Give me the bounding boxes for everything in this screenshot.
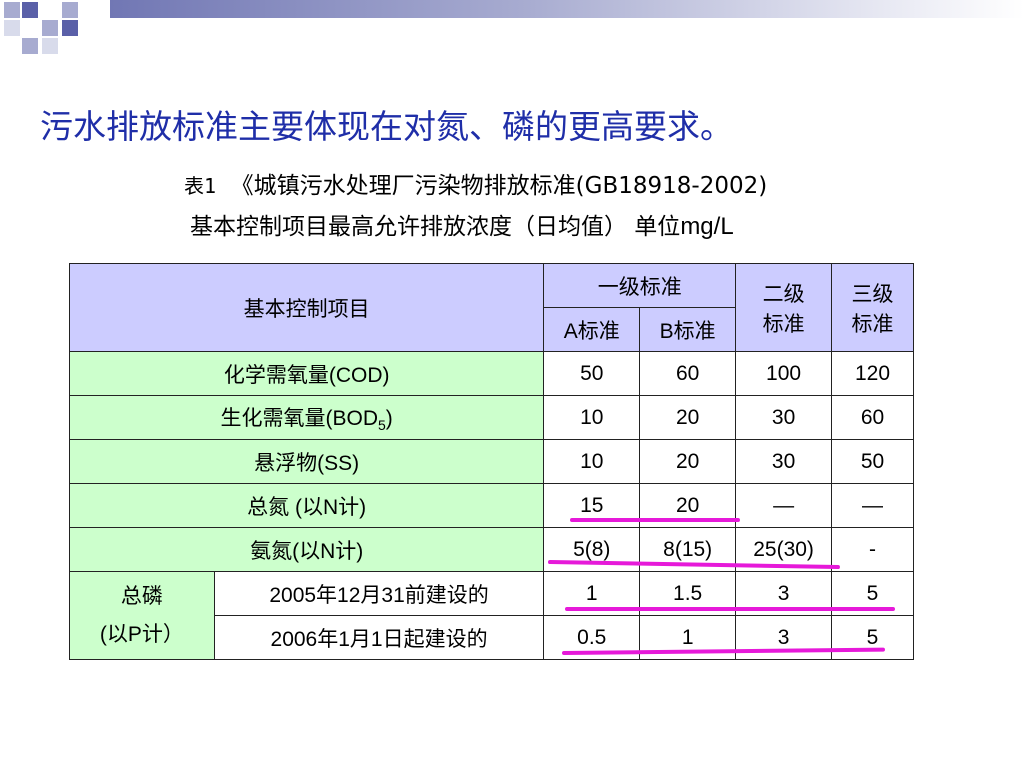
cell-b: 20 [639, 439, 737, 484]
deco-square [42, 38, 58, 54]
cell-g3: 50 [831, 439, 914, 484]
phosphorus-label-line1: 总磷 [120, 584, 163, 608]
emission-standard-table: 基本控制项目 一级标准 二级 标准 三级 标准 A标准 B标准 化学需氧量(CO… [68, 263, 914, 660]
deco-square [42, 20, 58, 36]
deco-square [22, 38, 38, 54]
highlight-underline [565, 607, 895, 611]
cell-g3: 60 [831, 395, 914, 440]
row-label: 生化需氧量(BOD5) [68, 395, 545, 440]
header-grade3-line2: 标准 [851, 312, 894, 336]
caption-sub: 基本控制项目最高允许排放浓度（日均值） 单位 [190, 214, 681, 240]
cell-g3: 120 [831, 351, 914, 396]
header-grade2-line2: 标准 [762, 312, 805, 336]
deco-square [4, 20, 20, 36]
row-label-text: 生化需氧量(BOD [220, 406, 379, 430]
cell-b: 60 [639, 351, 737, 396]
header-grade2-line1: 二级 [762, 282, 805, 306]
header-grade1-b: B标准 [639, 307, 737, 352]
cell-a: 10 [543, 395, 641, 440]
cell-g3: 5 [831, 615, 914, 660]
highlight-underline [570, 518, 740, 522]
deco-square [62, 20, 78, 36]
header-item: 基本控制项目 [68, 263, 545, 352]
cell-g2: — [735, 483, 833, 528]
cell-g2: 30 [735, 395, 833, 440]
header-grade3: 三级 标准 [831, 263, 914, 352]
table-row: 化学需氧量(COD) 50 60 100 120 [68, 351, 914, 396]
row-label: 悬浮物(SS) [68, 439, 545, 484]
cell-b: 20 [639, 395, 737, 440]
row-label: 2006年1月1日起建设的 [213, 615, 545, 660]
cell-g2: 30 [735, 439, 833, 484]
row-label: 2005年12月31前建设的 [213, 571, 545, 616]
phosphorus-label: 总磷 (以P计） [69, 571, 215, 660]
deco-square [4, 2, 20, 18]
caption-prefix: 表1 [184, 174, 217, 198]
header-grade2: 二级 标准 [735, 263, 833, 352]
cell-a: 10 [543, 439, 641, 484]
cell-a: 50 [543, 351, 641, 396]
deco-square [62, 2, 78, 18]
table-row: 悬浮物(SS) 10 20 30 50 [68, 439, 914, 484]
deco-gradient-bar [110, 0, 1024, 18]
deco-square [22, 2, 38, 18]
cell-g2: 100 [735, 351, 833, 396]
cell-g3: - [831, 527, 914, 572]
phosphorus-label-line2: (以P计） [99, 622, 184, 646]
row-label-subscript: 5 [378, 417, 386, 434]
table-subcaption: 基本控制项目最高允许排放浓度（日均值） 单位mg/L [190, 207, 734, 241]
cell-g3: — [831, 483, 914, 528]
row-label: 总氮 (以N计) [68, 483, 545, 528]
slide-headline: 污水排放标准主要体现在对氮、磷的更高要求。 [40, 107, 733, 146]
table-row: 生化需氧量(BOD5) 10 20 30 60 [68, 395, 914, 440]
table-caption: 表1 《城镇污水处理厂污染物排放标准(GB18918-2002) [184, 166, 767, 200]
table-row: 总氮 (以N计) 15 20 — — [68, 483, 914, 528]
row-label: 氨氮(以N计) [68, 527, 545, 572]
caption-unit: mg/L [680, 213, 734, 240]
header-grade3-line1: 三级 [851, 282, 894, 306]
row-label: 化学需氧量(COD) [68, 351, 545, 396]
row-label-end: ) [385, 406, 393, 430]
caption-title: 《城镇污水处理厂污染物排放标准(GB18918-2002) [230, 173, 768, 199]
header-grade1: 一级标准 [543, 263, 737, 308]
header-grade1-a: A标准 [543, 307, 641, 352]
